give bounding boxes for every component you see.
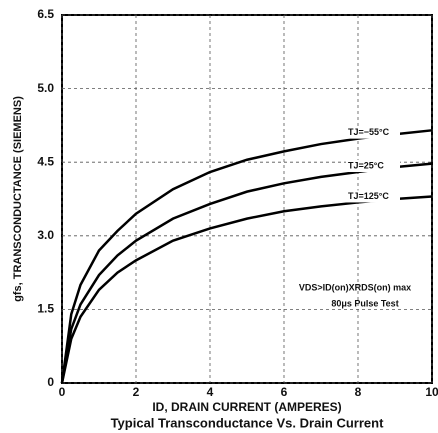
x-tick-label: 2 — [133, 385, 140, 399]
y-tick-label: 4.5 — [37, 154, 54, 168]
series-label: TJ=−55°C — [348, 127, 390, 137]
plot-frame — [61, 14, 433, 384]
chart-title: Typical Transconductance Vs. Drain Curre… — [111, 415, 385, 430]
series-line — [60, 129, 433, 384]
series-label: TJ=25°C — [348, 160, 384, 170]
annotation: 80μs Pulse Test — [331, 298, 398, 308]
annotation: VDS>ID(on)XRDS(on) max — [299, 282, 411, 292]
series-line — [60, 162, 433, 384]
y-tick-label: 3.0 — [37, 228, 54, 242]
x-tick-label: 8 — [355, 385, 362, 399]
label-background — [346, 160, 400, 173]
x-tick-label: 4 — [207, 385, 214, 399]
label-background — [346, 126, 400, 139]
series-line — [60, 195, 433, 384]
x-tick-label: 6 — [281, 385, 288, 399]
x-tick-label: 10 — [425, 385, 438, 399]
x-axis-label: ID, DRAIN CURRENT (AMPERES) — [152, 400, 341, 414]
y-tick-label: 5.0 — [37, 81, 54, 95]
y-axis-label: gfs, TRANSCONDUCTANCE (SIEMENS) — [12, 96, 24, 302]
x-tick-label: 0 — [59, 385, 66, 399]
series-label: TJ=125°C — [348, 191, 389, 201]
y-tick-label: 0 — [47, 375, 54, 389]
label-background — [346, 190, 400, 203]
y-tick-label: 1.5 — [37, 302, 54, 316]
y-tick-label: 6.5 — [37, 7, 54, 21]
